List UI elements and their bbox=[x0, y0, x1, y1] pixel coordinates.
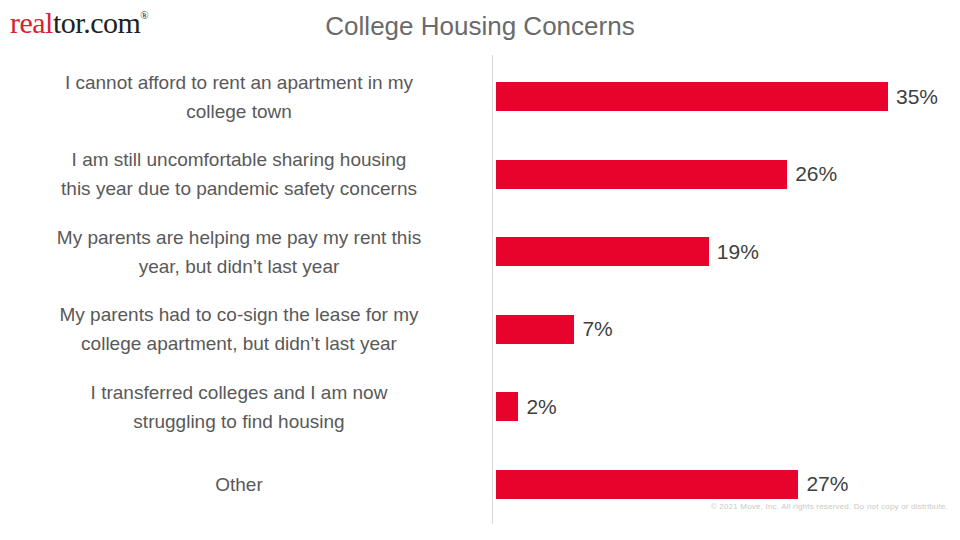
copyright-notice: © 2021 Move, Inc. All rights reserved. D… bbox=[711, 502, 948, 511]
chart-row: My parents are helping me pay my rent th… bbox=[0, 213, 960, 291]
bar-chart: I cannot afford to rent an apartment in … bbox=[0, 58, 960, 523]
category-label: I am still uncomfortable sharing housing… bbox=[0, 145, 478, 203]
bar-zone: 7% bbox=[496, 315, 613, 344]
bar-zone: 27% bbox=[496, 470, 848, 499]
bar-zone: 26% bbox=[496, 160, 837, 189]
category-label: My parents had to co-sign the lease for … bbox=[0, 300, 478, 358]
bar-zone: 2% bbox=[496, 392, 557, 421]
chart-row: I cannot afford to rent an apartment in … bbox=[0, 58, 960, 136]
bar bbox=[496, 82, 888, 111]
chart-row: Other 27% bbox=[0, 446, 960, 524]
chart-row: I am still uncomfortable sharing housing… bbox=[0, 136, 960, 214]
bar-chart-rows: I cannot afford to rent an apartment in … bbox=[0, 58, 960, 523]
bar bbox=[496, 160, 787, 189]
value-label: 7% bbox=[582, 317, 612, 341]
chart-row: My parents had to co-sign the lease for … bbox=[0, 291, 960, 369]
category-label: My parents are helping me pay my rent th… bbox=[0, 223, 478, 281]
chart-title: College Housing Concerns bbox=[0, 11, 960, 42]
value-label: 26% bbox=[795, 162, 837, 186]
category-label: I cannot afford to rent an apartment in … bbox=[0, 68, 478, 126]
bar bbox=[496, 315, 574, 344]
category-label: I transferred colleges and I am now stru… bbox=[0, 378, 478, 436]
value-label: 2% bbox=[526, 395, 556, 419]
category-label: Other bbox=[0, 470, 478, 499]
value-label: 19% bbox=[717, 240, 759, 264]
bar bbox=[496, 237, 709, 266]
value-label: 35% bbox=[896, 85, 938, 109]
bar bbox=[496, 470, 798, 499]
bar-zone: 19% bbox=[496, 237, 759, 266]
bar-zone: 35% bbox=[496, 82, 938, 111]
value-label: 27% bbox=[806, 472, 848, 496]
bar bbox=[496, 392, 518, 421]
slide: realtor.com® College Housing Concerns I … bbox=[0, 0, 960, 540]
category-axis-line bbox=[492, 55, 493, 524]
chart-row: I transferred colleges and I am now stru… bbox=[0, 368, 960, 446]
